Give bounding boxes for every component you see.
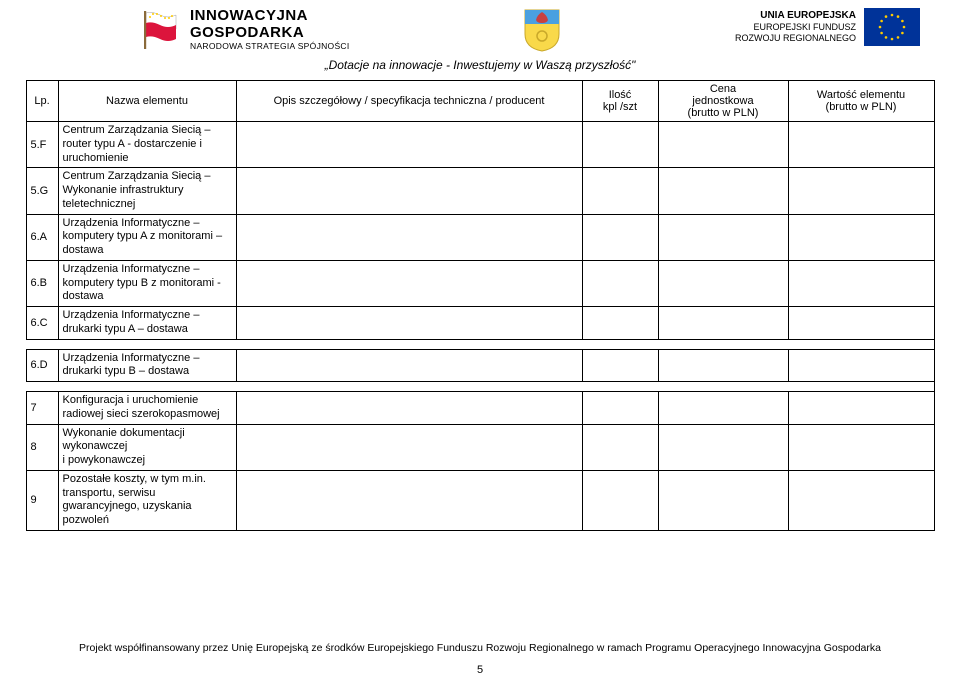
cell-opis bbox=[236, 168, 582, 214]
table-row: 6.CUrządzenia Informatyczne – drukarki t… bbox=[26, 307, 934, 340]
cell-lp: 9 bbox=[26, 470, 58, 530]
col-cena: Cena jednostkowa (brutto w PLN) bbox=[658, 81, 788, 122]
cell-name: Konfiguracja i uruchomienie radiowej sie… bbox=[58, 392, 236, 425]
table-row: 7Konfiguracja i uruchomienie radiowej si… bbox=[26, 392, 934, 425]
cell-name: Centrum Zarządzania Siecią – Wykonanie i… bbox=[58, 168, 236, 214]
eu-line1: UNIA EUROPEJSKA bbox=[735, 10, 856, 22]
eu-text: UNIA EUROPEJSKA EUROPEJSKI FUNDUSZ ROZWO… bbox=[735, 10, 856, 44]
ig-text: INNOWACYJNA GOSPODARKA NARODOWA STRATEGI… bbox=[190, 8, 350, 51]
cell-opis bbox=[236, 307, 582, 340]
cell-ilosc bbox=[582, 424, 658, 470]
cell-opis bbox=[236, 214, 582, 260]
cell-name: Centrum Zarządzania Siecią – router typu… bbox=[58, 122, 236, 168]
cell-ilosc bbox=[582, 307, 658, 340]
table-row: 8Wykonanie dokumentacji wykonawczej i po… bbox=[26, 424, 934, 470]
col-opis: Opis szczegółowy / specyfikacja technicz… bbox=[236, 81, 582, 122]
cell-ilosc bbox=[582, 214, 658, 260]
coat-of-arms-icon bbox=[523, 8, 561, 52]
logo-eu: UNIA EUROPEJSKA EUROPEJSKI FUNDUSZ ROZWO… bbox=[735, 8, 920, 46]
cell-opis bbox=[236, 260, 582, 306]
cell-name: Urządzenia Informatyczne – komputery typ… bbox=[58, 260, 236, 306]
cell-wart bbox=[788, 470, 934, 530]
ig-line1: INNOWACYJNA bbox=[190, 8, 350, 25]
cell-wart bbox=[788, 214, 934, 260]
col-lp: Lp. bbox=[26, 81, 58, 122]
eu-flag-icon bbox=[864, 8, 920, 46]
ig-line3: NARODOWA STRATEGIA SPÓJNOŚCI bbox=[190, 42, 350, 51]
cell-cena bbox=[658, 470, 788, 530]
table-row: 9Pozostałe koszty, w tym m.in. transport… bbox=[26, 470, 934, 530]
cell-wart bbox=[788, 307, 934, 340]
cell-cena bbox=[658, 349, 788, 382]
spacer-row bbox=[26, 339, 934, 349]
cell-opis bbox=[236, 349, 582, 382]
table-row: 6.DUrządzenia Informatyczne – drukarki t… bbox=[26, 349, 934, 382]
table-body: 5.FCentrum Zarządzania Siecią – router t… bbox=[26, 122, 934, 531]
spacer-row bbox=[26, 382, 934, 392]
cell-opis bbox=[236, 392, 582, 425]
cell-ilosc bbox=[582, 392, 658, 425]
cell-cena bbox=[658, 307, 788, 340]
cell-name: Pozostałe koszty, w tym m.in. transportu… bbox=[58, 470, 236, 530]
cell-ilosc bbox=[582, 260, 658, 306]
elements-table: Lp. Nazwa elementu Opis szczegółowy / sp… bbox=[26, 80, 935, 531]
cell-opis bbox=[236, 122, 582, 168]
cell-cena bbox=[658, 168, 788, 214]
ig-flag-icon bbox=[140, 9, 182, 51]
cell-cena bbox=[658, 214, 788, 260]
table-row: 6.AUrządzenia Informatyczne – komputery … bbox=[26, 214, 934, 260]
cell-cena bbox=[658, 424, 788, 470]
eu-line3: ROZWOJU REGIONALNEGO bbox=[735, 33, 856, 44]
cell-name: Urządzenia Informatyczne – drukarki typu… bbox=[58, 307, 236, 340]
cell-ilosc bbox=[582, 470, 658, 530]
cell-wart bbox=[788, 260, 934, 306]
tagline: „Dotacje na innowacje - Inwestujemy w Wa… bbox=[0, 58, 960, 72]
cell-cena bbox=[658, 122, 788, 168]
cell-ilosc bbox=[582, 349, 658, 382]
cell-lp: 5.F bbox=[26, 122, 58, 168]
table-header: Lp. Nazwa elementu Opis szczegółowy / sp… bbox=[26, 81, 934, 122]
logo-innowacyjna-gospodarka: INNOWACYJNA GOSPODARKA NARODOWA STRATEGI… bbox=[140, 8, 350, 51]
col-wartosc: Wartość elementu (brutto w PLN) bbox=[788, 81, 934, 122]
cell-name: Wykonanie dokumentacji wykonawczej i pow… bbox=[58, 424, 236, 470]
cell-wart bbox=[788, 392, 934, 425]
cell-wart bbox=[788, 424, 934, 470]
table-row: 5.GCentrum Zarządzania Siecią – Wykonani… bbox=[26, 168, 934, 214]
cell-name: Urządzenia Informatyczne – drukarki typu… bbox=[58, 349, 236, 382]
col-nazwa: Nazwa elementu bbox=[58, 81, 236, 122]
cell-lp: 6.C bbox=[26, 307, 58, 340]
cell-cena bbox=[658, 392, 788, 425]
cell-opis bbox=[236, 470, 582, 530]
table-row: 6.BUrządzenia Informatyczne – komputery … bbox=[26, 260, 934, 306]
eu-line2: EUROPEJSKI FUNDUSZ bbox=[735, 22, 856, 33]
cell-cena bbox=[658, 260, 788, 306]
cell-lp: 6.A bbox=[26, 214, 58, 260]
table-row: 5.FCentrum Zarządzania Siecią – router t… bbox=[26, 122, 934, 168]
cell-lp: 8 bbox=[26, 424, 58, 470]
cell-wart bbox=[788, 168, 934, 214]
cell-wart bbox=[788, 349, 934, 382]
cell-lp: 5.G bbox=[26, 168, 58, 214]
page-number: 5 bbox=[0, 664, 960, 676]
cell-opis bbox=[236, 424, 582, 470]
cell-lp: 6.D bbox=[26, 349, 58, 382]
cell-ilosc bbox=[582, 122, 658, 168]
cell-wart bbox=[788, 122, 934, 168]
col-ilosc: Ilość kpl /szt bbox=[582, 81, 658, 122]
footer-text: Projekt współfinansowany przez Unię Euro… bbox=[0, 642, 960, 654]
cell-lp: 7 bbox=[26, 392, 58, 425]
cell-lp: 6.B bbox=[26, 260, 58, 306]
page-header: INNOWACYJNA GOSPODARKA NARODOWA STRATEGI… bbox=[0, 0, 960, 54]
ig-line2: GOSPODARKA bbox=[190, 25, 350, 42]
cell-name: Urządzenia Informatyczne – komputery typ… bbox=[58, 214, 236, 260]
cell-ilosc bbox=[582, 168, 658, 214]
